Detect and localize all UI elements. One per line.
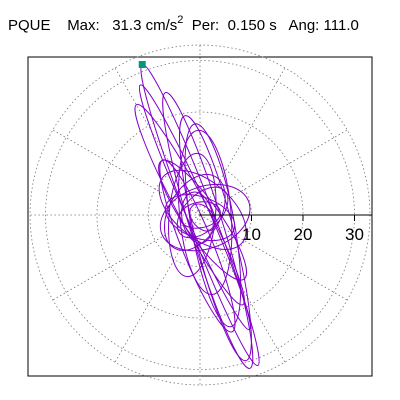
radial-axis: 10 20 30 xyxy=(200,214,372,244)
grid-spoke-210 xyxy=(52,214,201,301)
motion-traces xyxy=(134,63,260,369)
grid-spoke-240 xyxy=(114,214,201,363)
radial-tick-label-10: 10 xyxy=(242,225,261,244)
trace-loop-0-8 xyxy=(158,159,247,281)
ang-value: 111.0 xyxy=(323,17,359,34)
per-label: Per: xyxy=(191,17,220,34)
trace-loop-0-17 xyxy=(189,203,216,232)
trace-loop-0-4 xyxy=(134,103,245,306)
trace-loop-0-9 xyxy=(168,152,217,278)
max-label: Max: xyxy=(67,17,100,34)
trace-loop-0-10 xyxy=(158,169,247,250)
max-marker-group xyxy=(138,61,146,69)
ang-label: Ang: xyxy=(288,17,320,34)
station-code: PQUE xyxy=(8,17,51,34)
trace-loop-0-12 xyxy=(163,173,226,251)
radial-tick-label-30: 30 xyxy=(345,225,364,244)
grid-spoke-60 xyxy=(199,67,286,216)
trace-loop-0-1 xyxy=(162,91,254,369)
trace-loop-0-13 xyxy=(164,194,236,242)
grid-spoke-30 xyxy=(199,129,348,216)
radial-tick-label-20: 20 xyxy=(294,225,313,244)
trace-loop-0-11 xyxy=(159,183,251,252)
max-value: 31.3 cm/s xyxy=(112,17,178,34)
chart-header: PQUE Max: 31.3 cm/s2 Per: 0.150 s Ang: 1… xyxy=(8,14,359,34)
grid-spoke-150 xyxy=(52,129,201,216)
trace-loop-0-15 xyxy=(181,191,214,244)
trace-loop-0-16 xyxy=(179,201,221,229)
max-marker xyxy=(138,61,146,69)
max-exponent: 2 xyxy=(177,14,184,26)
per-value: 0.150 s xyxy=(227,17,277,34)
